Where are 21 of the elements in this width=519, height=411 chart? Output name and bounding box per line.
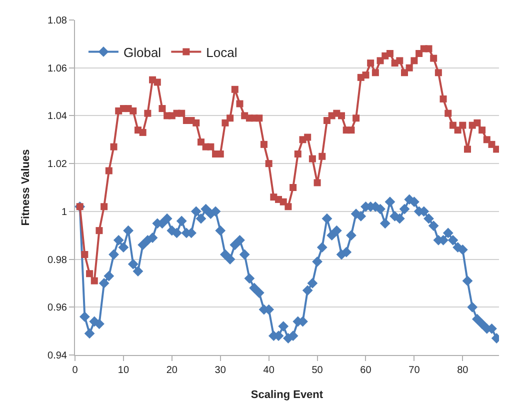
y-tick-label: 1 bbox=[61, 206, 68, 218]
y-tick-label: 0.96 bbox=[48, 302, 68, 314]
y-tick-label: 1.08 bbox=[48, 16, 68, 26]
legend-label: Global bbox=[123, 44, 162, 60]
y-tick-label: 0.94 bbox=[48, 350, 68, 362]
y-tick-label: 1.02 bbox=[48, 159, 68, 170]
x-tick-label: 30 bbox=[214, 365, 226, 376]
x-axis-title: Scaling Event bbox=[250, 389, 324, 402]
x-tick-label: 70 bbox=[408, 365, 420, 376]
x-tick-label: 10 bbox=[118, 365, 130, 376]
y-tick-label: 1.06 bbox=[48, 63, 68, 74]
legend-label: Local bbox=[206, 44, 238, 60]
y-tick-label: 0.98 bbox=[48, 254, 68, 266]
x-tick-label: 20 bbox=[166, 365, 178, 376]
x-tick-label: 60 bbox=[360, 365, 372, 376]
x-tick-label: 40 bbox=[263, 365, 275, 376]
y-tick-label: 1.04 bbox=[48, 111, 68, 122]
x-tick-label: 50 bbox=[312, 365, 324, 376]
y-axis-title: Fitness Values bbox=[20, 149, 32, 226]
x-tick-label: 80 bbox=[457, 365, 469, 376]
x-tick-label: 0 bbox=[72, 365, 78, 376]
